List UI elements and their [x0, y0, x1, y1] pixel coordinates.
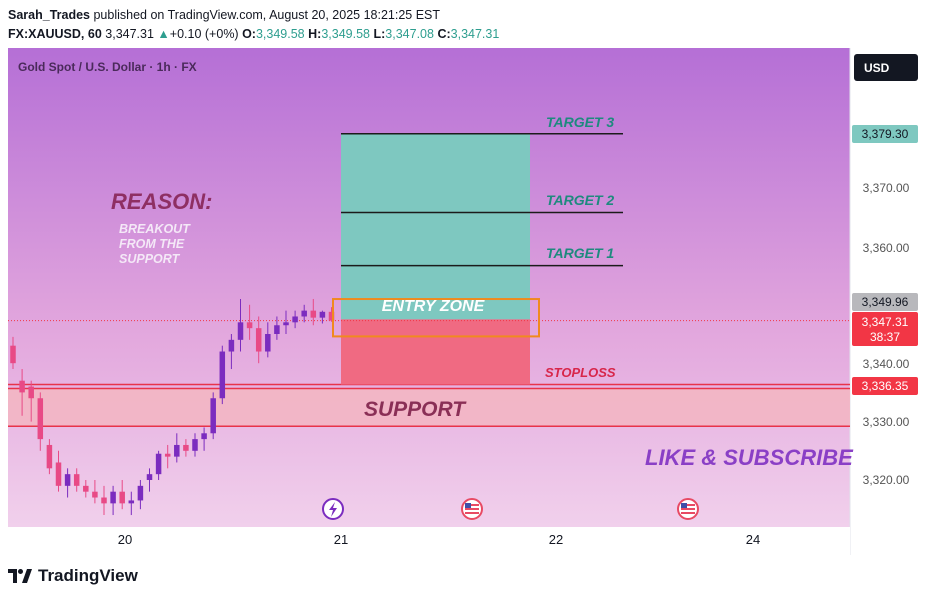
candle-body [310, 310, 317, 318]
candle-body [255, 328, 262, 352]
published-text: published on TradingView.com, August 20,… [93, 8, 441, 22]
price-tick: 3,360.00 [863, 241, 910, 255]
candle-body [228, 339, 235, 352]
candle-body [183, 444, 189, 451]
time-axis[interactable] [8, 527, 850, 555]
candle-body [201, 433, 207, 440]
support-label: SUPPORT [364, 398, 467, 421]
like-subscribe-label: LIKE & SUBSCRIBE [645, 445, 854, 470]
open-label: O: [242, 27, 256, 41]
instrument-title: Gold Spot / U.S. Dollar · 1h · FX [18, 60, 197, 74]
time-tick: 22 [549, 532, 563, 547]
currency-button-label[interactable]: USD [864, 61, 890, 75]
high-price-badge [852, 293, 918, 311]
candle-body [237, 322, 244, 340]
close-label: C: [437, 27, 451, 41]
entry-zone-label: ENTRY ZONE [382, 298, 486, 315]
candle-body [55, 462, 62, 486]
reason-line-3: SUPPORT [119, 252, 181, 266]
candle-body [119, 491, 125, 504]
candle-body [37, 398, 44, 440]
low-label: L: [373, 27, 386, 41]
support-price-badge [852, 377, 918, 395]
target-price-badge-text: 3,379.30 [862, 127, 909, 141]
candle-body [219, 351, 226, 399]
current-price-badge-text: 3,347.31 [862, 315, 909, 329]
target-zone [341, 133, 530, 320]
candle-body [265, 334, 271, 352]
candle-body [246, 322, 253, 329]
candle-body [28, 386, 34, 399]
currency-button[interactable] [854, 54, 918, 81]
candle-body [292, 316, 298, 323]
high-price-badge-text: 3,349.96 [862, 295, 909, 309]
open-value: 3,349.58 [255, 27, 305, 41]
us-flag-icon[interactable] [677, 498, 699, 520]
candle-body [46, 444, 53, 469]
symbol-label: FX:XAUUSD, 60 [8, 27, 102, 41]
candle-body [10, 345, 16, 364]
candle-body [210, 398, 216, 434]
candle-body [19, 380, 25, 393]
candle-body [137, 485, 144, 501]
reason-line-1: BREAKOUT [119, 222, 191, 236]
stop-zone [341, 319, 530, 385]
target-2-label: TARGET 2 [546, 192, 614, 208]
time-tick: 20 [118, 532, 132, 547]
candle-body [83, 485, 89, 492]
price-change: +0.10 (+0%) [169, 27, 239, 41]
price-tick: 3,370.00 [863, 181, 910, 195]
candle-body [164, 453, 171, 457]
candle-body [128, 500, 135, 504]
price-ticks: 3,370.00 3,360.00 3,340.00 3,330.00 3,32… [863, 181, 910, 487]
countdown-text: 38:37 [870, 330, 900, 344]
high-label: H: [308, 27, 322, 41]
ohlc-bar: FX:XAUUSD, 60 3,347.31 ▲+0.10 (+0%) O:3,… [8, 25, 499, 43]
candle-body [101, 497, 107, 504]
candle-body [274, 325, 280, 334]
chart-panel[interactable]: TARGET 3 TARGET 2 TARGET 1 ENTRY ZONE ST… [8, 48, 922, 555]
candle-body [155, 453, 162, 475]
target-1-label: TARGET 1 [546, 245, 614, 261]
close-value: 3,347.31 [450, 27, 500, 41]
time-tick: 21 [334, 532, 348, 547]
candle-body [73, 474, 80, 486]
candle-body [174, 444, 180, 457]
reason-title: REASON: [111, 189, 212, 214]
candle-body [328, 311, 335, 321]
target-3-label: TARGET 3 [546, 114, 614, 130]
candle-body [301, 310, 307, 317]
price-tick: 3,340.00 [863, 357, 910, 371]
last-price: 3,347.31 [105, 27, 154, 41]
us-flag-icon[interactable] [461, 498, 483, 520]
candle-body [319, 311, 326, 318]
target-price-badge [852, 125, 918, 143]
current-price-badge [852, 312, 918, 346]
price-tick: 3,330.00 [863, 415, 910, 429]
price-tick: 3,320.00 [863, 473, 910, 487]
author-name[interactable]: Sarah_Trades [8, 8, 90, 22]
up-triangle-icon: ▲ [157, 27, 170, 41]
candle-body [110, 491, 116, 504]
tradingview-logo-icon [8, 569, 32, 583]
candle-body [192, 439, 198, 451]
entry-zone-box[interactable] [332, 298, 540, 338]
reason-line-2: FROM THE [119, 237, 185, 251]
stoploss-label: STOPLOSS [545, 365, 616, 380]
candle-body [146, 474, 153, 480]
low-value: 3,347.08 [385, 27, 434, 41]
candles [10, 298, 335, 516]
high-value: 3,349.58 [321, 27, 370, 41]
support-band [8, 388, 850, 427]
lightning-icon[interactable] [322, 498, 344, 520]
tradingview-brand: TradingView [38, 566, 138, 585]
candle-body [92, 491, 98, 498]
time-tick: 24 [746, 532, 760, 547]
tradingview-logo[interactable]: TradingView [8, 565, 138, 587]
price-chart[interactable]: TARGET 3 TARGET 2 TARGET 1 ENTRY ZONE ST… [8, 48, 922, 555]
publish-info: Sarah_Trades published on TradingView.co… [8, 6, 440, 24]
candle-body [64, 474, 71, 486]
candle-body [283, 322, 289, 326]
support-price-badge-text: 3,336.35 [862, 379, 909, 393]
